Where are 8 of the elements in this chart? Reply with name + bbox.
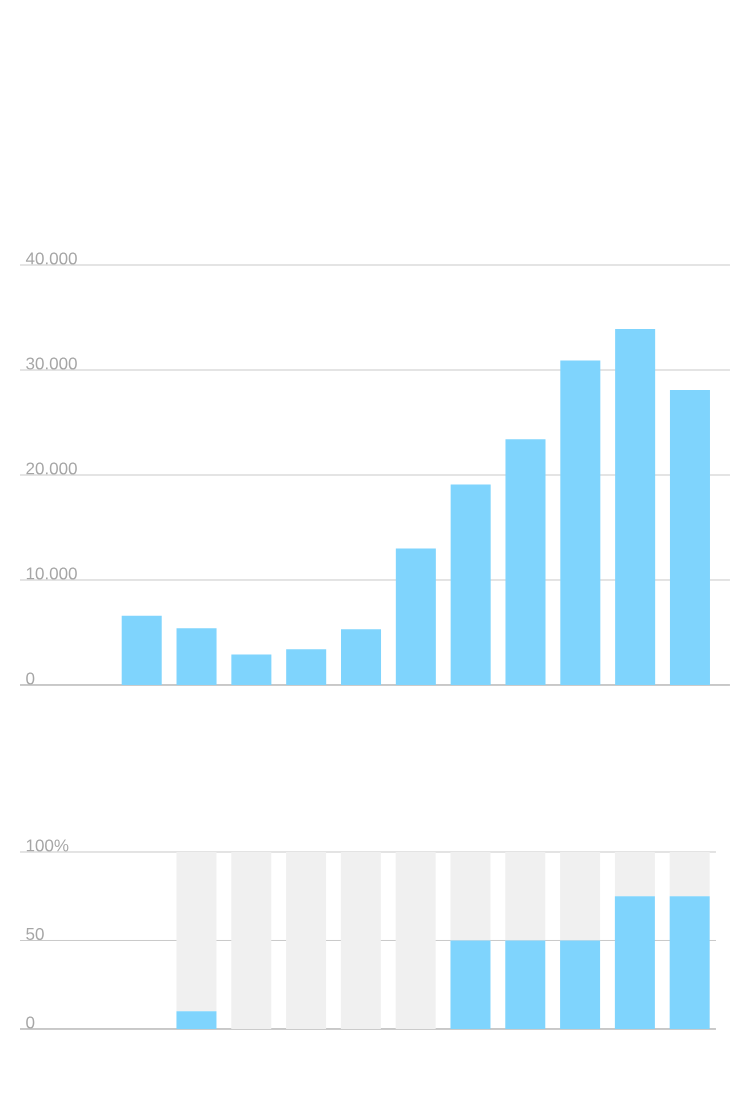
y-tick-label: 20.000 [26,462,77,475]
y-tick-label: 0 [26,672,35,685]
y-tick-label: 50 [26,927,44,940]
y-tick-label: 10.000 [26,567,77,580]
y-tick-label: 100% [26,839,69,852]
y-tick-label: 30.000 [26,357,77,370]
y-tick-label: 0 [26,1016,35,1029]
y-tick-label: 40.000 [25,252,77,265]
